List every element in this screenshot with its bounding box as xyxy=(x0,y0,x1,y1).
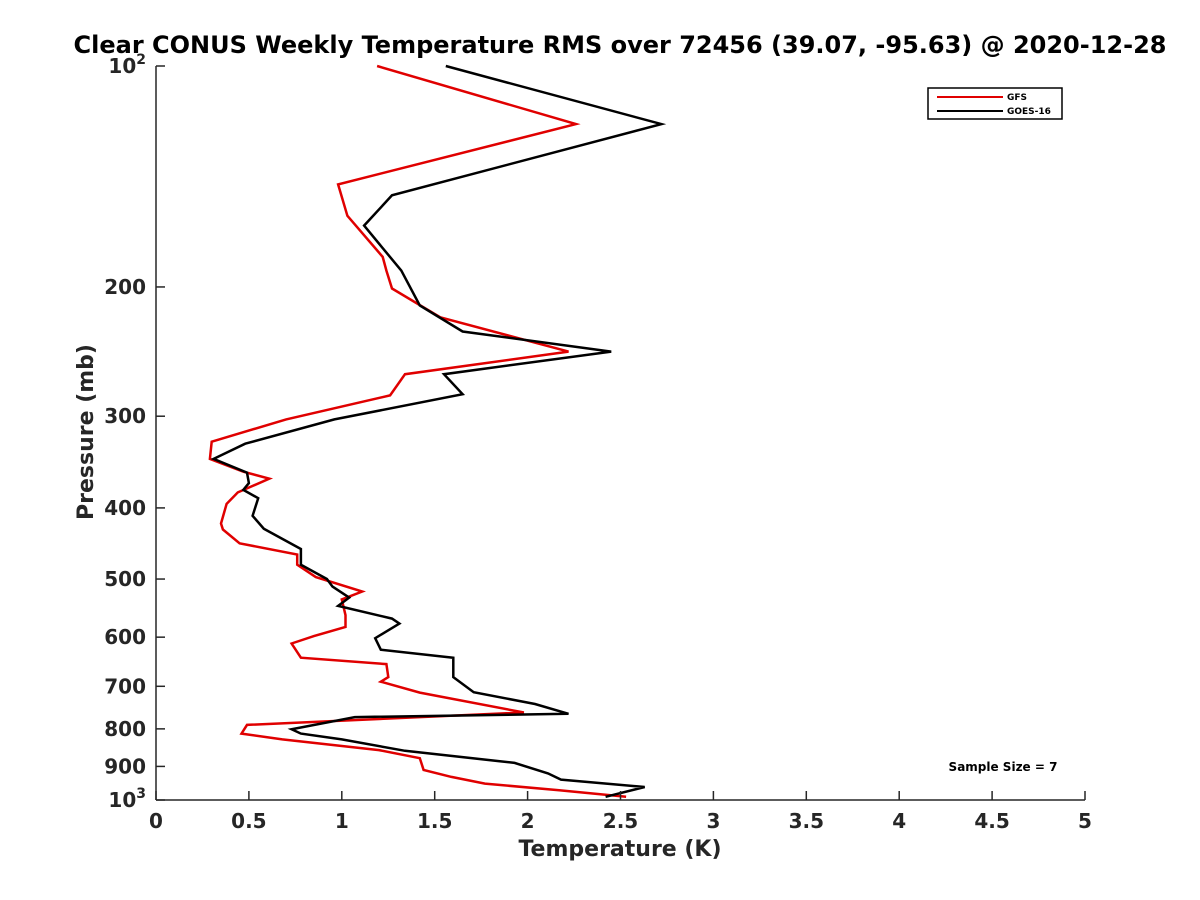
x-tick-label: 1.5 xyxy=(417,809,452,833)
y-tick-label: 600 xyxy=(104,625,146,649)
legend: GFS GOES-16 xyxy=(927,87,1063,120)
y-tick-label: 200 xyxy=(104,275,146,299)
sample-size-annotation: Sample Size = 7 xyxy=(949,760,1058,774)
y-axis-label: Pressure (mb) xyxy=(74,344,99,520)
y-tick-label: 700 xyxy=(104,674,146,698)
series-line-gfs xyxy=(208,64,627,799)
x-axis-label: Temperature (K) xyxy=(518,837,721,862)
y-tick-labels: 102 200 300 400 500 600 700 800 900 103 xyxy=(104,52,146,812)
y-tick-label: 800 xyxy=(104,717,146,741)
y-tick-label: 400 xyxy=(104,496,146,520)
x-tick-label: 0.5 xyxy=(231,809,266,833)
x-tick-label: 0 xyxy=(149,809,163,833)
y-tick-label: 103 xyxy=(108,786,146,812)
plot-area xyxy=(155,64,1086,801)
series-line-goes-16 xyxy=(210,64,667,799)
x-tick-label: 4 xyxy=(892,809,906,833)
x-tick-label: 4.5 xyxy=(974,809,1009,833)
y-tick-label: 500 xyxy=(104,567,146,591)
y-tick-label: 300 xyxy=(104,404,146,428)
x-tick-label: 1 xyxy=(335,809,349,833)
x-tick-label: 2.5 xyxy=(603,809,638,833)
x-tick-label: 5 xyxy=(1078,809,1092,833)
y-tick-label: 900 xyxy=(104,754,146,778)
x-tick-label: 3 xyxy=(706,809,720,833)
legend-label-gfs: GFS xyxy=(1007,93,1027,103)
chart-title: Clear CONUS Weekly Temperature RMS over … xyxy=(74,31,1167,59)
x-tick-labels: 0 0.5 1 1.5 2 2.5 3 3.5 4 4.5 5 xyxy=(149,809,1092,833)
x-tick-label: 3.5 xyxy=(789,809,824,833)
x-tick-label: 2 xyxy=(521,809,535,833)
y-tick-label: 102 xyxy=(108,52,146,78)
legend-box xyxy=(927,87,1063,120)
legend-label-goes-16: GOES-16 xyxy=(1007,107,1051,117)
